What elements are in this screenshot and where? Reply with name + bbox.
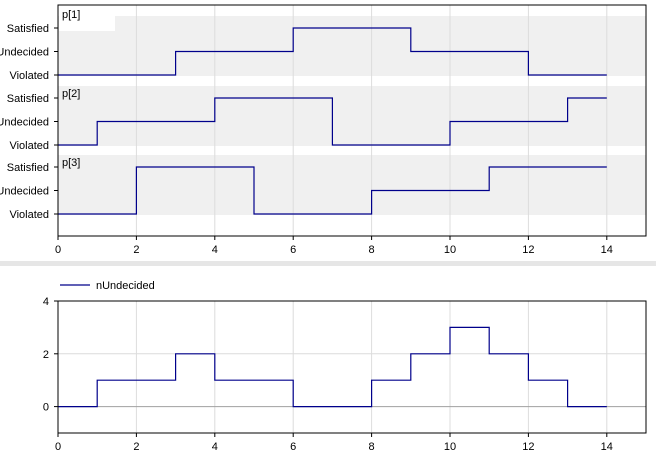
panel-label-p3: p[3] [62,157,80,169]
series-line-p1 [58,27,607,76]
series-line-nundecided [58,326,607,408]
xtick-label: 8 [369,244,375,256]
plot-frame [57,300,647,434]
ytick-label: 0 [43,402,49,414]
ytick-label: Satisfied [7,93,49,105]
ytick-label: Undecided [0,117,49,129]
panel-separator [0,261,656,266]
band-1 [58,16,646,76]
xtick-label: 10 [444,441,456,453]
label-patch [59,6,115,31]
xtick-label: 2 [133,244,139,256]
xtick-label: 0 [55,441,61,453]
ytick-label: Violated [9,209,49,221]
plot-frame [57,4,647,237]
ytick-label: Satisfied [7,162,49,174]
xtick-label: 12 [522,244,534,256]
xtick-label: 10 [444,244,456,256]
ytick-label: 4 [43,296,49,308]
xtick-label: 12 [522,441,534,453]
xtick-label: 0 [55,244,61,256]
ytick-label: Undecided [0,47,49,59]
ytick-label: Satisfied [7,23,49,35]
series-line-p2 [58,97,607,146]
xtick-label: 6 [290,244,296,256]
xtick-label: 4 [212,244,218,256]
band-2 [58,86,646,146]
ytick-label: 2 [43,349,49,361]
panel-label-p2: p[2] [62,88,80,100]
xtick-label: 14 [601,244,613,256]
xtick-label: 6 [290,441,296,453]
legend-label: nUndecided [96,280,155,292]
ytick-label: Violated [9,70,49,82]
xtick-label: 14 [601,441,613,453]
ytick-label: Undecided [0,186,49,198]
xtick-label: 8 [369,441,375,453]
band-3 [58,155,646,215]
ytick-label: Violated [9,140,49,152]
xtick-label: 2 [133,441,139,453]
panel-label-p1: p[1] [62,9,80,21]
xtick-label: 4 [212,441,218,453]
series-line-p3 [58,166,607,215]
